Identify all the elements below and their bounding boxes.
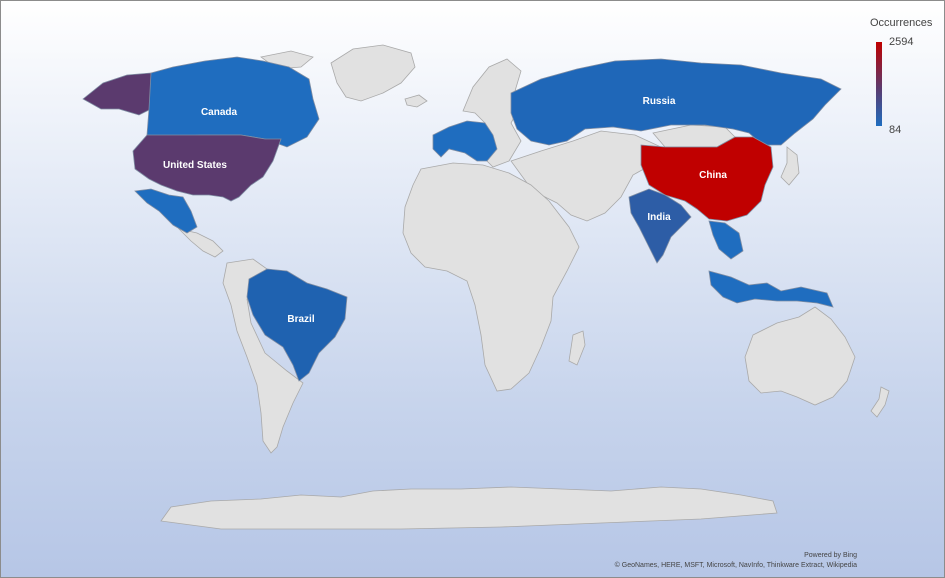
country-southeast-asia bbox=[708, 220, 744, 260]
country-brazil bbox=[246, 268, 348, 382]
land-new-zealand bbox=[870, 386, 890, 418]
country-india bbox=[628, 188, 692, 264]
land-africa bbox=[402, 162, 580, 392]
label-united-states: United States bbox=[163, 160, 227, 171]
land-greenland bbox=[330, 44, 416, 102]
country-mexico bbox=[134, 188, 198, 234]
country-canada bbox=[146, 56, 320, 148]
legend-min-value: 84 bbox=[889, 124, 902, 136]
credit-attribution: © GeoNames, HERE, MSFT, Microsoft, NavIn… bbox=[614, 562, 857, 569]
country-labels: Canada United States Brazil Russia China… bbox=[163, 96, 727, 325]
land-antarctica bbox=[160, 486, 778, 530]
country-indonesia bbox=[708, 270, 834, 308]
label-india: India bbox=[647, 212, 671, 223]
country-western-europe bbox=[432, 120, 498, 162]
land-australia bbox=[744, 306, 856, 406]
label-russia: Russia bbox=[643, 96, 676, 107]
label-canada: Canada bbox=[201, 107, 238, 118]
legend-max-value: 2594 bbox=[889, 36, 914, 48]
land-iceland bbox=[404, 94, 428, 108]
country-alaska bbox=[82, 72, 152, 116]
highlighted-countries bbox=[82, 56, 842, 382]
land-japan bbox=[780, 146, 800, 186]
legend-title: Occurrences bbox=[870, 17, 933, 29]
country-united-states bbox=[132, 134, 282, 202]
credit-powered-by: Powered by Bing bbox=[804, 552, 857, 559]
country-russia bbox=[510, 58, 842, 146]
label-brazil: Brazil bbox=[287, 314, 314, 325]
land-madagascar bbox=[568, 330, 586, 366]
label-china: China bbox=[699, 170, 727, 181]
land-central-america bbox=[177, 228, 224, 258]
land-middle-east-central-asia bbox=[510, 130, 662, 222]
legend-color-scale bbox=[876, 42, 882, 126]
